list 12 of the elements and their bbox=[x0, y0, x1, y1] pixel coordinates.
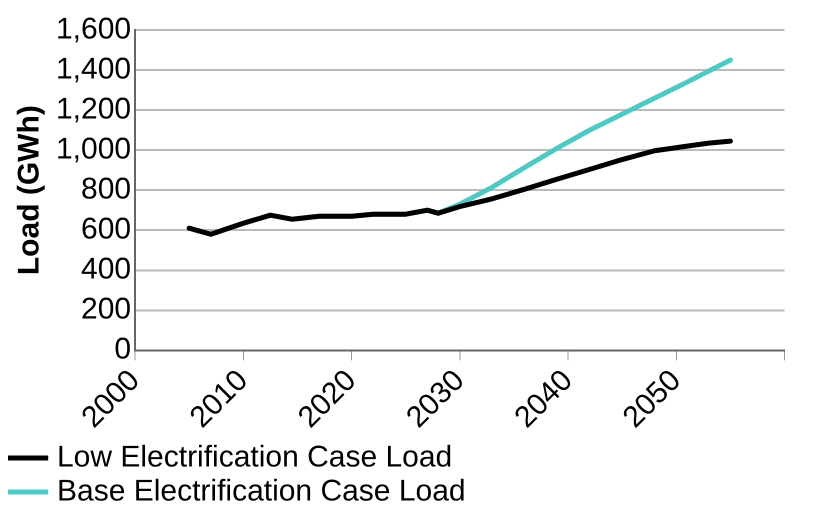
y-tick-label: 400 bbox=[81, 252, 132, 286]
y-axis-title: Load (GWh) bbox=[12, 105, 46, 276]
y-tick-label: 0 bbox=[114, 332, 132, 366]
y-tick-label: 1,000 bbox=[56, 132, 132, 166]
y-tick-label: 200 bbox=[81, 292, 132, 326]
y-tick-label: 600 bbox=[81, 212, 132, 246]
y-tick-label: 800 bbox=[81, 172, 132, 206]
y-tick-label: 1,200 bbox=[56, 92, 132, 126]
legend-label: Low Electrification Case Load bbox=[57, 440, 452, 474]
y-tick-label: 1,600 bbox=[56, 12, 132, 46]
y-tick-label: 1,400 bbox=[56, 52, 132, 86]
legend-label: Base Electrification Case Load bbox=[57, 474, 466, 508]
